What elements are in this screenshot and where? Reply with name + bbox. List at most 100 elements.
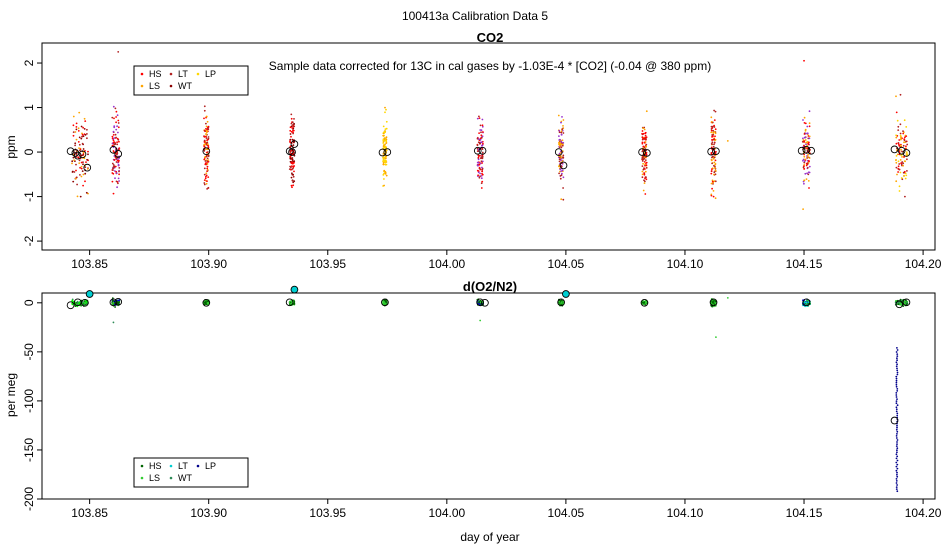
o2n2-point bbox=[905, 299, 907, 302]
o2n2-x-tick-label: 103.95 bbox=[309, 506, 346, 520]
co2-point bbox=[561, 169, 564, 172]
co2-point bbox=[80, 175, 83, 178]
co2-point bbox=[713, 131, 716, 133]
co2-point bbox=[559, 168, 562, 171]
co2-point bbox=[112, 167, 114, 170]
co2-point bbox=[205, 148, 208, 151]
co2-point bbox=[805, 178, 808, 181]
co2-point bbox=[898, 163, 901, 165]
co2-point bbox=[81, 142, 84, 145]
o2n2-column-point bbox=[896, 451, 898, 454]
co2-annotation: Sample data corrected for 13C in cal gas… bbox=[269, 59, 711, 73]
co2-point bbox=[897, 165, 900, 168]
co2-point bbox=[291, 121, 294, 124]
co2-point bbox=[113, 159, 116, 161]
co2-point bbox=[645, 167, 648, 169]
co2-point bbox=[896, 173, 898, 176]
co2-point bbox=[895, 180, 898, 183]
co2-point bbox=[558, 141, 560, 144]
co2-point bbox=[112, 130, 115, 133]
co2-point bbox=[290, 113, 293, 116]
co2-mean-marker bbox=[707, 147, 716, 156]
o2n2-point bbox=[117, 302, 120, 305]
co2-point bbox=[476, 164, 479, 167]
co2-point bbox=[644, 163, 647, 166]
co2-point bbox=[71, 170, 74, 173]
co2-point bbox=[712, 195, 715, 198]
co2-point bbox=[896, 119, 899, 122]
o2n2-legend-box bbox=[133, 457, 249, 488]
o2n2-legend-marker-lt bbox=[169, 464, 173, 468]
co2-point bbox=[900, 154, 902, 157]
o2n2-column-point bbox=[895, 375, 898, 378]
co2-point bbox=[206, 165, 209, 168]
co2-x-tick-label: 103.90 bbox=[190, 257, 227, 271]
co2-point bbox=[203, 182, 206, 184]
co2-point bbox=[75, 154, 78, 156]
co2-mean-marker bbox=[66, 147, 75, 156]
co2-point bbox=[903, 138, 906, 141]
co2-point bbox=[476, 117, 479, 120]
co2-point bbox=[382, 160, 384, 163]
co2-point bbox=[203, 105, 206, 108]
co2-mean-marker bbox=[897, 146, 906, 155]
o2n2-column-point bbox=[895, 453, 898, 456]
co2-point bbox=[477, 174, 479, 177]
co2-point bbox=[808, 187, 810, 189]
o2n2-filled-mean-marker bbox=[562, 290, 570, 298]
co2-point bbox=[714, 180, 717, 183]
co2-point bbox=[115, 180, 118, 183]
co2-mean-marker bbox=[890, 145, 899, 154]
co2-point bbox=[643, 172, 645, 174]
co2-point bbox=[204, 129, 207, 132]
co2-point bbox=[802, 208, 804, 211]
co2-point bbox=[803, 116, 806, 119]
o2n2-legend-lt: LT bbox=[178, 461, 188, 471]
o2n2-x-tick-label: 104.20 bbox=[905, 506, 942, 520]
co2-point bbox=[480, 134, 483, 137]
co2-point bbox=[79, 195, 82, 198]
co2-point bbox=[904, 195, 906, 198]
co2-point bbox=[713, 173, 715, 176]
o2n2-outlier-point bbox=[715, 336, 717, 339]
co2-point bbox=[714, 128, 717, 131]
co2-point bbox=[116, 141, 118, 144]
co2-point bbox=[808, 135, 811, 138]
o2n2-column-point bbox=[895, 406, 898, 409]
o2n2-column-point bbox=[896, 449, 898, 452]
co2-point bbox=[900, 177, 903, 179]
co2-point bbox=[641, 165, 644, 168]
co2-point bbox=[289, 138, 292, 141]
co2-point bbox=[203, 109, 206, 112]
co2-point bbox=[898, 190, 901, 192]
co2-point bbox=[116, 114, 119, 117]
co2-point bbox=[81, 133, 84, 136]
co2-point bbox=[290, 165, 293, 168]
co2-point bbox=[902, 171, 905, 174]
co2-point bbox=[714, 163, 717, 166]
co2-point bbox=[903, 174, 906, 177]
co2-point bbox=[75, 169, 77, 172]
co2-point bbox=[382, 138, 385, 141]
co2-point bbox=[644, 170, 647, 173]
co2-point bbox=[644, 168, 646, 170]
co2-point bbox=[477, 141, 480, 144]
co2-point bbox=[906, 158, 908, 161]
co2-point bbox=[73, 159, 75, 162]
co2-point bbox=[641, 142, 644, 145]
o2n2-column-point bbox=[895, 385, 898, 388]
o2n2-column-point bbox=[896, 433, 898, 435]
o2n2-point bbox=[85, 301, 88, 303]
co2-mean-marker bbox=[73, 151, 82, 160]
co2-point bbox=[901, 161, 904, 163]
co2-point bbox=[206, 131, 208, 134]
co2-point bbox=[482, 131, 484, 133]
co2-point bbox=[806, 166, 809, 169]
o2n2-column-point bbox=[896, 367, 898, 370]
co2-point bbox=[86, 137, 88, 140]
co2-point bbox=[478, 117, 481, 119]
co2-point bbox=[806, 132, 809, 135]
co2-point bbox=[906, 153, 909, 156]
co2-point bbox=[644, 164, 646, 167]
o2n2-point bbox=[897, 303, 900, 306]
